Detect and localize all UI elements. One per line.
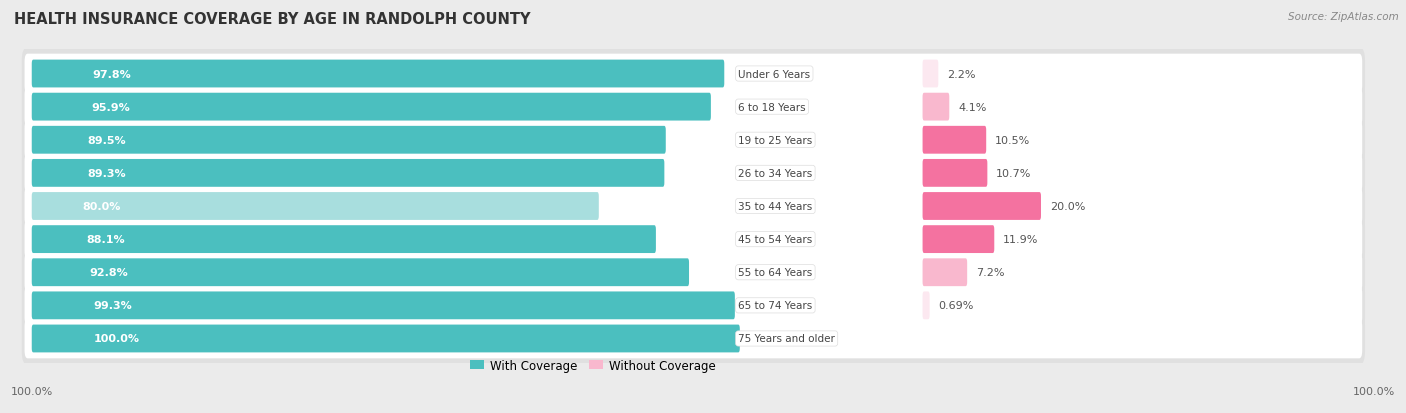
FancyBboxPatch shape [24, 220, 1362, 259]
Text: 80.0%: 80.0% [82, 202, 121, 211]
Text: 97.8%: 97.8% [93, 69, 131, 79]
Text: 10.7%: 10.7% [995, 169, 1032, 178]
FancyBboxPatch shape [32, 126, 666, 154]
FancyBboxPatch shape [922, 192, 1040, 221]
Text: 7.2%: 7.2% [976, 268, 1004, 278]
Text: 100.0%: 100.0% [11, 387, 53, 396]
FancyBboxPatch shape [32, 93, 711, 121]
Text: 75 Years and older: 75 Years and older [738, 334, 835, 344]
Text: 95.9%: 95.9% [91, 102, 129, 112]
Text: 88.1%: 88.1% [87, 235, 125, 244]
FancyBboxPatch shape [24, 253, 1362, 292]
FancyBboxPatch shape [24, 121, 1362, 160]
FancyBboxPatch shape [24, 88, 1362, 127]
Text: 65 to 74 Years: 65 to 74 Years [738, 301, 813, 311]
Text: 35 to 44 Years: 35 to 44 Years [738, 202, 813, 211]
FancyBboxPatch shape [21, 148, 1365, 199]
Text: 11.9%: 11.9% [1002, 235, 1039, 244]
Text: 20.0%: 20.0% [1050, 202, 1085, 211]
FancyBboxPatch shape [32, 60, 724, 88]
Text: 100.0%: 100.0% [94, 334, 139, 344]
FancyBboxPatch shape [21, 280, 1365, 331]
FancyBboxPatch shape [21, 82, 1365, 133]
FancyBboxPatch shape [922, 259, 967, 287]
Text: 99.3%: 99.3% [93, 301, 132, 311]
Text: 89.5%: 89.5% [87, 135, 127, 145]
FancyBboxPatch shape [21, 214, 1365, 265]
FancyBboxPatch shape [24, 286, 1362, 325]
Text: 19 to 25 Years: 19 to 25 Years [738, 135, 813, 145]
FancyBboxPatch shape [24, 154, 1362, 193]
Text: Under 6 Years: Under 6 Years [738, 69, 810, 79]
FancyBboxPatch shape [24, 55, 1362, 94]
FancyBboxPatch shape [24, 187, 1362, 226]
FancyBboxPatch shape [24, 319, 1362, 358]
FancyBboxPatch shape [21, 115, 1365, 166]
Text: 0.69%: 0.69% [938, 301, 974, 311]
FancyBboxPatch shape [922, 292, 929, 320]
Text: 92.8%: 92.8% [90, 268, 128, 278]
Text: 45 to 54 Years: 45 to 54 Years [738, 235, 813, 244]
Text: 10.5%: 10.5% [995, 135, 1031, 145]
FancyBboxPatch shape [21, 181, 1365, 232]
Text: 6 to 18 Years: 6 to 18 Years [738, 102, 806, 112]
Text: 89.3%: 89.3% [87, 169, 127, 178]
FancyBboxPatch shape [21, 247, 1365, 298]
FancyBboxPatch shape [32, 259, 689, 287]
Text: 26 to 34 Years: 26 to 34 Years [738, 169, 813, 178]
FancyBboxPatch shape [922, 159, 987, 188]
Text: HEALTH INSURANCE COVERAGE BY AGE IN RANDOLPH COUNTY: HEALTH INSURANCE COVERAGE BY AGE IN RAND… [14, 12, 530, 27]
FancyBboxPatch shape [922, 126, 986, 154]
FancyBboxPatch shape [922, 60, 938, 88]
FancyBboxPatch shape [21, 313, 1365, 364]
Text: 2.2%: 2.2% [948, 69, 976, 79]
FancyBboxPatch shape [922, 225, 994, 254]
FancyBboxPatch shape [922, 93, 949, 121]
Text: Source: ZipAtlas.com: Source: ZipAtlas.com [1288, 12, 1399, 22]
FancyBboxPatch shape [32, 225, 655, 254]
FancyBboxPatch shape [32, 192, 599, 221]
Text: 4.1%: 4.1% [957, 102, 987, 112]
FancyBboxPatch shape [32, 159, 665, 188]
Text: 55 to 64 Years: 55 to 64 Years [738, 268, 813, 278]
FancyBboxPatch shape [32, 325, 740, 353]
FancyBboxPatch shape [32, 292, 735, 320]
FancyBboxPatch shape [21, 49, 1365, 100]
Legend: With Coverage, Without Coverage: With Coverage, Without Coverage [465, 354, 720, 376]
Text: 100.0%: 100.0% [1353, 387, 1395, 396]
